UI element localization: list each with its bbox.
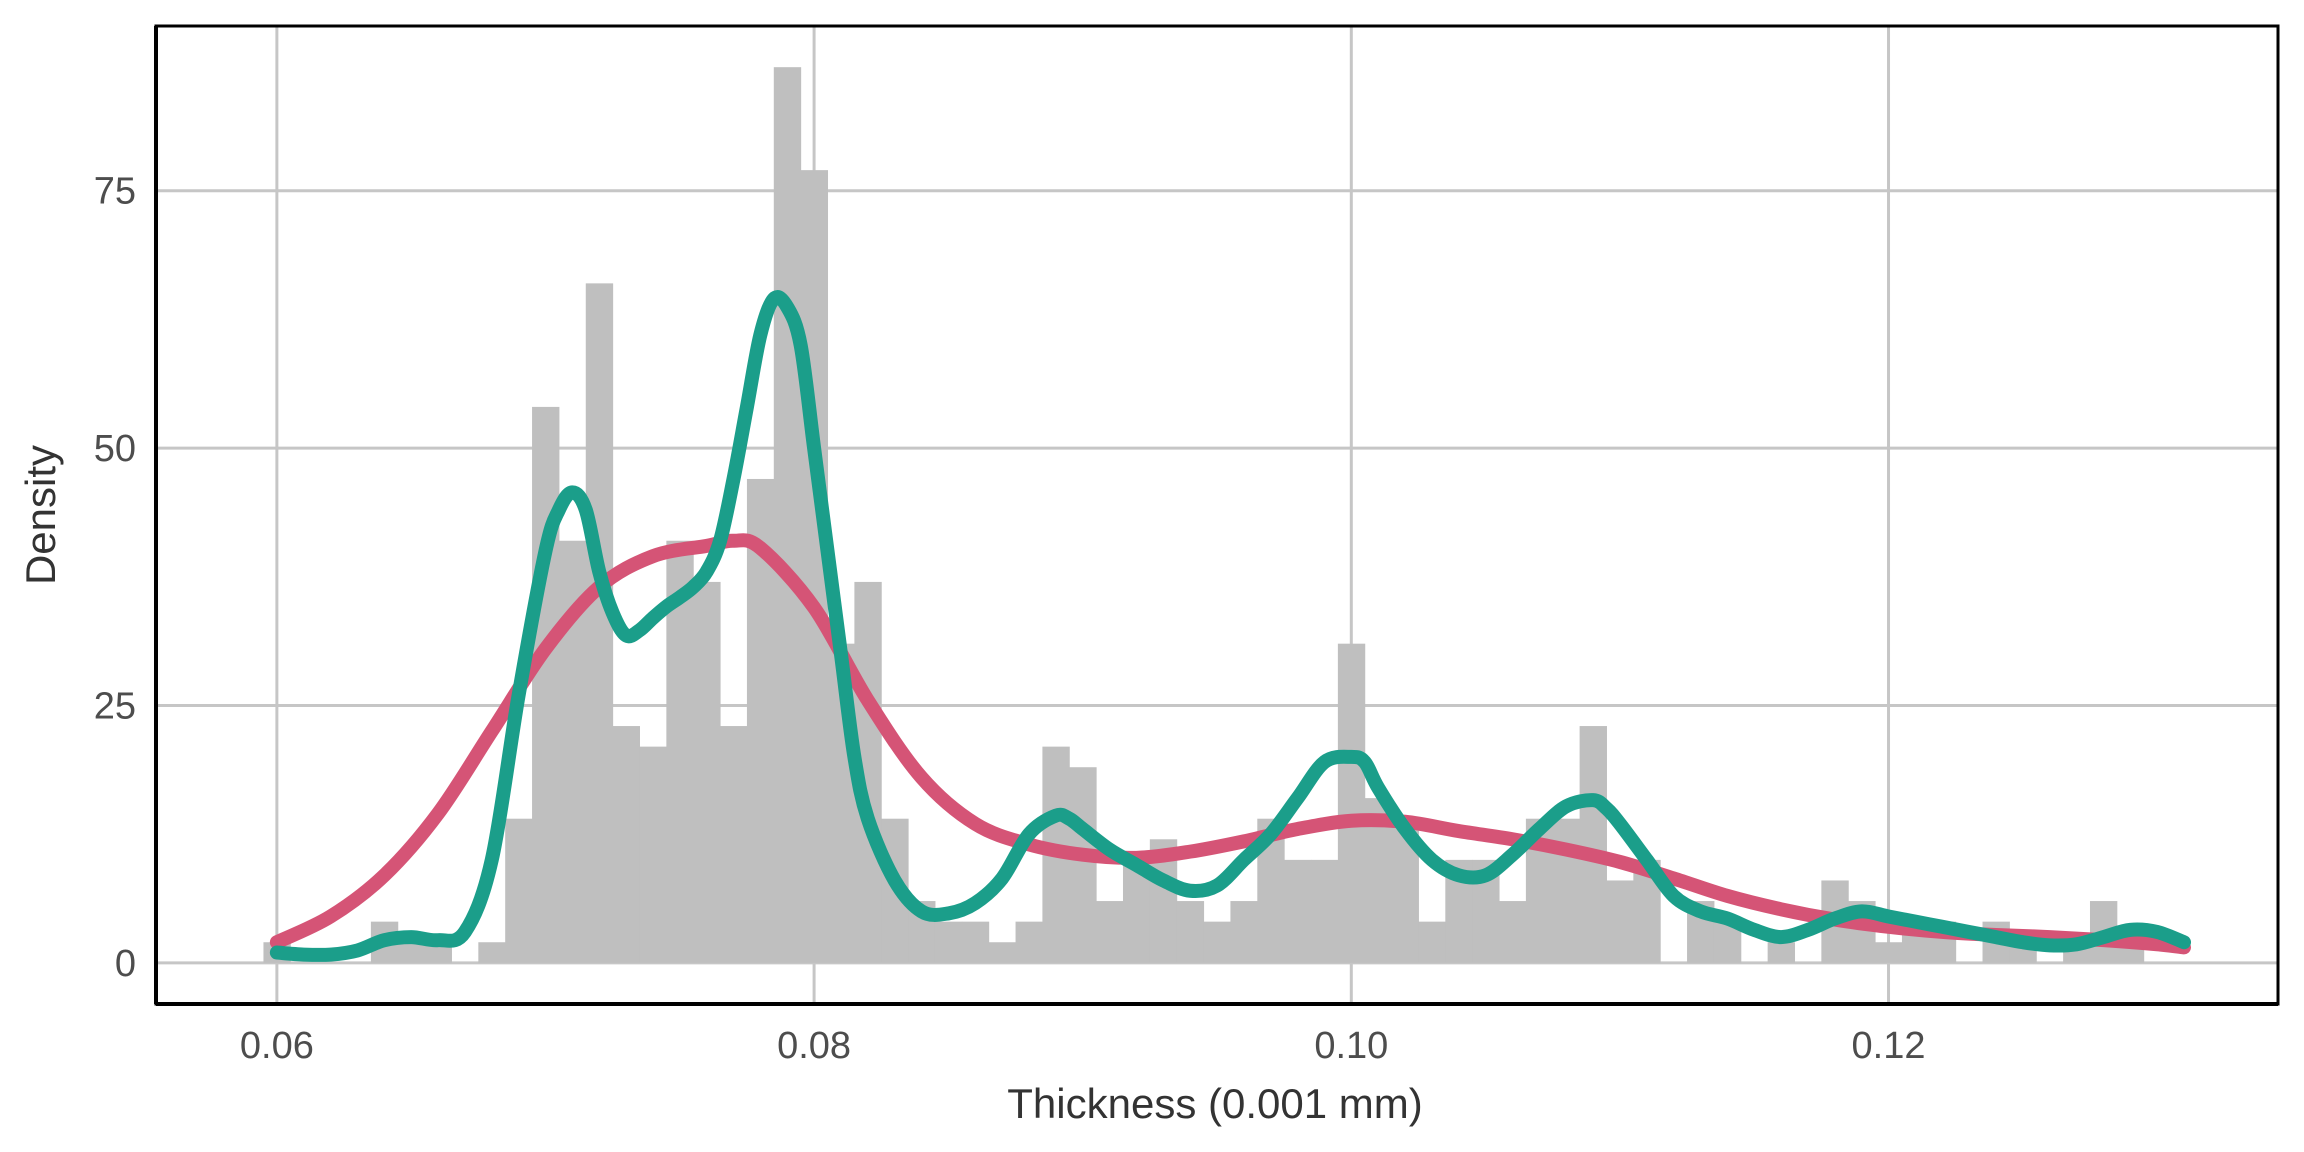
y-axis-title: Density xyxy=(17,445,64,585)
histogram-bar xyxy=(1499,901,1527,963)
histogram-bar xyxy=(720,726,748,963)
histogram-bar xyxy=(639,746,667,963)
x-tick-label: 0.06 xyxy=(240,1025,314,1067)
histogram-bars xyxy=(263,67,2145,963)
histogram-bar xyxy=(1096,901,1124,963)
histogram-bar xyxy=(693,581,721,963)
panel-border xyxy=(154,24,2280,1006)
histogram-bar xyxy=(773,67,802,963)
histogram-bar xyxy=(397,942,426,963)
density-lines xyxy=(269,290,2191,962)
histogram-bar xyxy=(961,921,990,963)
y-tick-label: 75 xyxy=(94,171,136,213)
histogram-bar xyxy=(1203,921,1231,963)
x-tick-label: 0.08 xyxy=(777,1025,851,1067)
histogram-bar xyxy=(1337,643,1366,963)
histogram-bar xyxy=(1606,880,1634,963)
histogram-bar xyxy=(1579,726,1607,963)
histogram-bar xyxy=(1552,818,1581,963)
histogram-bar xyxy=(988,942,1017,963)
histogram-bar xyxy=(1069,767,1097,963)
histogram-bar xyxy=(1015,921,1043,963)
histogram-bar xyxy=(1311,859,1339,963)
histogram-bar xyxy=(1230,901,1258,963)
histogram-bar xyxy=(612,726,640,963)
histogram-bar xyxy=(1767,942,1796,963)
histogram-bar xyxy=(478,942,506,963)
y-tick-label: 25 xyxy=(94,685,136,727)
y-tick-label: 50 xyxy=(94,428,136,470)
x-axis-title: Thickness (0.001 mm) xyxy=(1007,1080,1422,1127)
histogram-bar xyxy=(1176,901,1205,963)
histogram-bar xyxy=(505,818,533,963)
density-curve-detailed xyxy=(269,290,2191,962)
histogram-bar xyxy=(934,921,963,963)
x-tick-label: 0.10 xyxy=(1314,1025,1388,1067)
density-curve-smooth xyxy=(269,533,2191,955)
histogram-bar xyxy=(1875,942,1903,963)
x-tick-label: 0.12 xyxy=(1852,1025,1926,1067)
histogram-bar xyxy=(1418,921,1446,963)
histogram-bar xyxy=(585,283,614,963)
grid-layer xyxy=(156,26,2278,1004)
histogram-bar xyxy=(532,406,560,963)
axis-layer xyxy=(154,24,2280,1006)
tick-labels: 0.06 0.08 0.10 0.12 0 25 50 75 xyxy=(94,171,1926,1067)
y-tick-label: 0 xyxy=(115,943,136,985)
histogram-bar xyxy=(1284,859,1312,963)
